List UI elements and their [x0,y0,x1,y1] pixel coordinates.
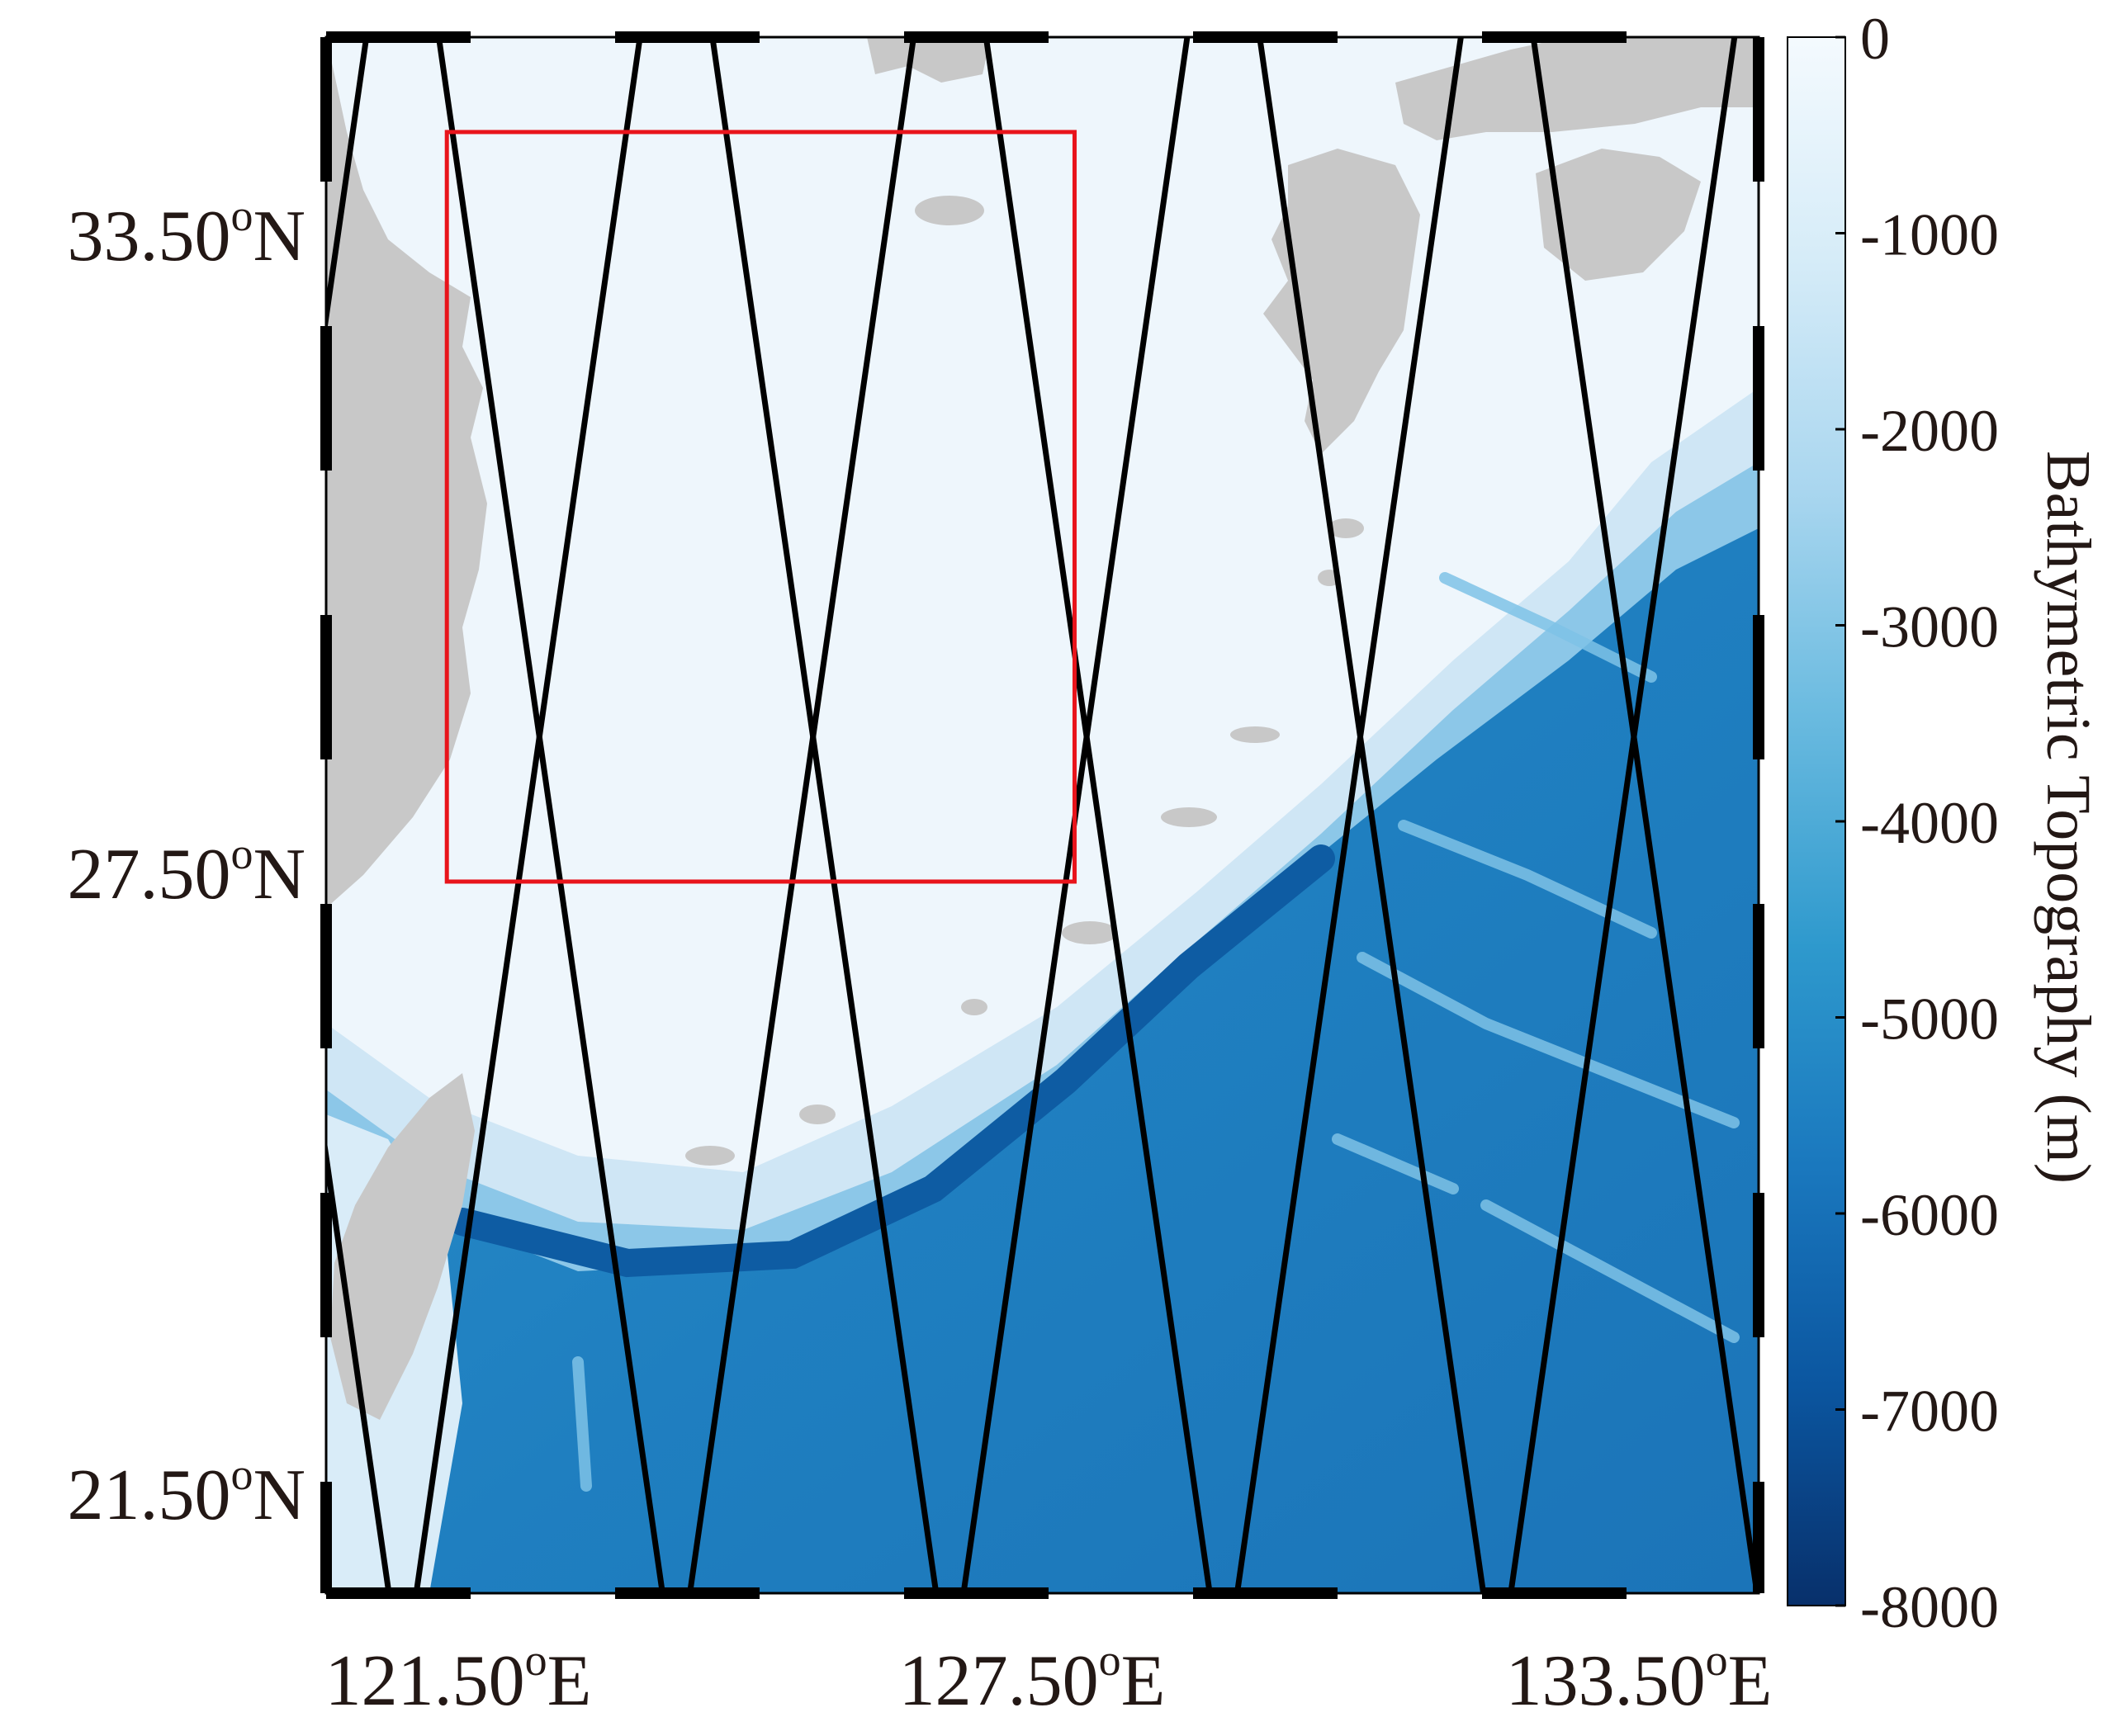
frame-tick-bottom-5 [1482,1587,1627,1599]
frame-tick-top-2 [615,31,760,43]
descending-track-6 [1530,37,1759,1593]
lat-label-21-5: 21.50oN [67,1450,305,1535]
honshu [1395,37,1759,140]
frame-tick-top-3 [904,31,1049,43]
colorbar-tick-label-4: -4000 [1860,790,1999,856]
frame-tick-left-3 [320,615,332,759]
colorbar-tick-label-5: -5000 [1860,986,1999,1052]
lon-label-127-5: 127.50oE [899,1635,1166,1721]
frame-tick-right-2 [1753,326,1764,471]
colorbar: 0 -1000 -2000 -3000 -4000 -5000 -6000 -7000 -800… [1787,6,2103,1640]
descending-track-2 [435,37,665,1593]
descending-track-5 [1257,37,1487,1593]
ascending-track-6 [1508,37,1738,1593]
colorbar-tick-label-6: -6000 [1860,1182,1999,1248]
colorbar-tick-label-3: -3000 [1860,594,1999,660]
colorbar-tick-label-7: -7000 [1860,1379,1999,1445]
descending-track-4 [983,37,1213,1593]
frame-tick-right-4 [1753,904,1764,1048]
frame-tick-bottom-4 [1193,1587,1338,1599]
korea-peninsula [867,37,991,83]
lat-label-27-5: 27.50oN [67,829,305,915]
frame-tick-left-6 [320,1482,332,1593]
frame-tick-left-5 [320,1193,332,1337]
lat-label-33-5: 33.50oN [67,191,305,277]
ascending-track-3 [687,37,917,1593]
descending-track-1 [326,1136,392,1593]
colorbar-tick-label-8: -8000 [1860,1574,1999,1640]
study-region-box [444,130,1077,884]
latitude-labels: 33.50oN 27.50oN 21.50oN [67,191,305,1535]
ryukyu-trench [448,844,1335,1278]
map-area [326,37,1759,1593]
ascending-track-2 [413,37,643,1593]
frame-tick-right-5 [1753,1193,1764,1337]
lon-label-133-5: 133.50oE [1506,1635,1773,1721]
frame-tick-left-2 [320,326,332,471]
ascending-track-5 [1234,37,1464,1593]
descending-track-3 [709,37,940,1593]
jeju-island [915,196,984,225]
frame-tick-right-1 [1753,37,1764,182]
landmass [326,37,1759,1420]
frame-tick-bottom-3 [904,1587,1049,1599]
frame-tick-right-3 [1753,615,1764,759]
frame-tick-right-6 [1753,1482,1764,1593]
ascending-track-1 [326,37,370,338]
colorbar-ticks: 0 -1000 -2000 -3000 -4000 -5000 -6000 -7000 -800… [1835,6,1999,1640]
frame-tick-top-4 [1193,31,1338,43]
seafloor-ridges [572,572,1740,1492]
colorbar-tick-label-2: -2000 [1860,398,1999,464]
shikoku [1536,149,1701,281]
lon-label-121-5: 121.50oE [325,1635,592,1721]
frame-tick-bottom-1 [326,1587,471,1599]
frame-tick-bottom-2 [615,1587,760,1599]
frame-tick-top-5 [1482,31,1627,43]
colorbar-label: Bathymetric Topography (m) [2034,451,2103,1184]
frame-tick-left-4 [320,904,332,1048]
frame-tick-top-1 [326,31,471,43]
kyushu [1263,149,1420,454]
map-frame-ticks [320,31,1764,1599]
taiwan [330,1073,475,1420]
longitude-labels: 121.50oE 127.50oE 133.50oE [325,1635,1773,1721]
frame-tick-left-1 [320,37,332,182]
colorbar-tick-label-1: -1000 [1860,202,1999,268]
colorbar-tick-label-0: 0 [1860,6,1890,72]
